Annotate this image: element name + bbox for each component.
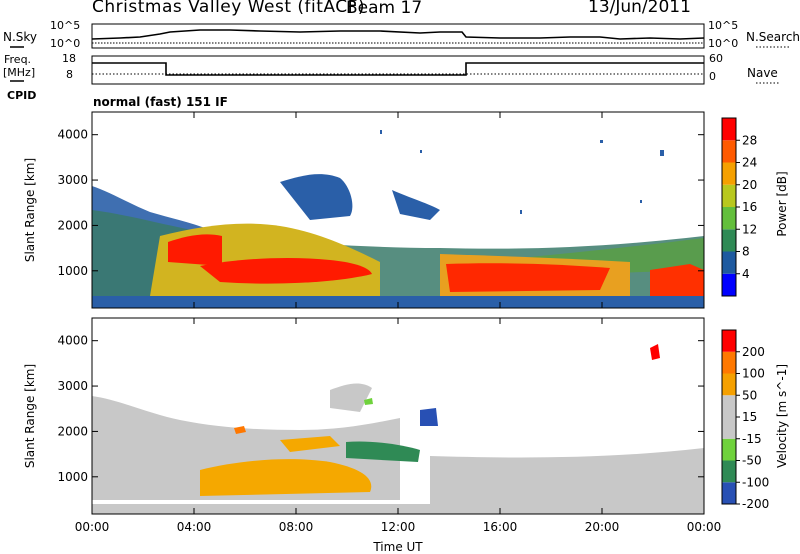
nsky-frame [91, 23, 705, 49]
freq-tick-bottom: 8 [66, 68, 73, 81]
x-tick-label: 00:00 [75, 520, 110, 534]
colorbar-tick-label: 50 [742, 388, 757, 402]
freq-frame [91, 55, 705, 85]
nsearch-tick-bottom: 10^0 [708, 37, 739, 50]
colorbar-tick-label: 16 [742, 200, 757, 214]
x-tick-label: 16:00 [483, 520, 518, 534]
x-tick-label: 12:00 [381, 520, 416, 534]
nave-tick-top: 60 [709, 52, 723, 65]
velocity-y-axis: 1000 2000 3000 4000 [57, 334, 704, 484]
colorbar-tick-label: 15 [742, 410, 757, 424]
power-x-axis [91, 112, 705, 308]
nsearch-label: N.Search [746, 30, 800, 44]
y-tick-label: 2000 [57, 218, 88, 232]
y-tick-label: 1000 [57, 264, 88, 278]
nave-tick-bottom: 0 [709, 70, 716, 83]
nave-label: Nave [747, 66, 778, 80]
colorbar-segment [722, 482, 736, 504]
y-tick-label: 2000 [57, 424, 88, 438]
colorbar-tick-label: 20 [742, 178, 757, 192]
colorbar-segment [722, 118, 736, 141]
power-ylabel: Slant Range [km] [23, 158, 37, 262]
power-image [92, 112, 704, 308]
colorbar-segment [722, 330, 736, 352]
nsky-trace [91, 29, 705, 40]
nsky-label: N.Sky [3, 30, 38, 44]
colorbar-segment [722, 438, 736, 461]
colorbar-tick-label: 200 [742, 345, 765, 359]
nsearch-tick-top: 10^5 [708, 19, 739, 32]
freq-tick-top: 18 [62, 52, 76, 65]
x-tick-label: 04:00 [177, 520, 212, 534]
nsky-panel [91, 23, 705, 49]
colorbar-segment [722, 373, 736, 396]
colorbar-segment [722, 140, 736, 163]
power-panel: 1000 2000 3000 4000 [57, 111, 705, 309]
x-tick-label: 00:00 [687, 520, 722, 534]
colorbar-tick-label: -200 [742, 497, 769, 511]
velocity-image [92, 318, 704, 514]
y-tick-label: 3000 [57, 379, 88, 393]
colorbar-segment [722, 251, 736, 274]
freq-label-line2: [MHz] [3, 66, 36, 79]
power-y-axis: 1000 2000 3000 4000 [57, 128, 704, 278]
velocity-colorbar-label: Velocity [m s^-1] [775, 364, 789, 468]
colorbar-tick-label: 8 [742, 245, 750, 259]
freq-panel [91, 55, 705, 85]
beam-label: Beam 17 [346, 0, 423, 18]
colorbar-tick-label: 28 [742, 133, 757, 147]
velocity-ylabel: Slant Range [km] [23, 364, 37, 468]
colorbar-segment [722, 162, 736, 185]
x-axis-label: Time UT [372, 540, 423, 554]
colorbar-tick-label: -15 [742, 432, 762, 446]
velocity-x-axis: 00:00 04:00 08:00 12:00 16:00 20:00 00:00 [75, 318, 722, 534]
power-colorbar-label: Power [dB] [775, 171, 789, 236]
chart-title: Christmas Valley West (fitACF) [92, 0, 366, 17]
colorbar-tick-label: 4 [742, 267, 750, 281]
colorbar-segment [722, 417, 736, 439]
colorbar-tick-label: 12 [742, 222, 757, 236]
nsky-tick-bottom: 10^0 [50, 37, 81, 50]
cpid-label: CPID [7, 89, 37, 102]
colorbar-segment [722, 395, 736, 417]
nsky-tick-top: 10^5 [50, 19, 81, 32]
velocity-colorbar: 200 100 50 15 -15 -50 -100 -200 [721, 329, 769, 511]
freq-trace [92, 62, 704, 76]
date-label: 13/Jun/2011 [588, 0, 691, 17]
y-tick-label: 4000 [57, 334, 88, 348]
colorbar-segment [722, 460, 736, 483]
colorbar-segment [722, 273, 736, 296]
colorbar-segment [722, 351, 736, 374]
velocity-panel: 1000 2000 3000 4000 00:00 04:00 08:00 12:00 16:… [57, 317, 722, 534]
colorbar-tick-label: -100 [742, 475, 769, 489]
x-tick-label: 20:00 [585, 520, 620, 534]
colorbar-segment [722, 207, 736, 230]
colorbar-tick-label: 24 [742, 156, 757, 170]
y-tick-label: 3000 [57, 173, 88, 187]
colorbar-segment [722, 229, 736, 252]
freq-label-line1: Freq. [4, 53, 32, 66]
colorbar-segment [722, 184, 736, 207]
y-tick-label: 4000 [57, 128, 88, 142]
y-tick-label: 1000 [57, 470, 88, 484]
cpid-value: normal (fast) 151 IF [93, 95, 228, 109]
power-colorbar: 28 24 20 16 12 8 4 [721, 117, 757, 297]
x-tick-label: 08:00 [279, 520, 314, 534]
colorbar-tick-label: 100 [742, 367, 765, 381]
colorbar-tick-label: -50 [742, 454, 762, 468]
